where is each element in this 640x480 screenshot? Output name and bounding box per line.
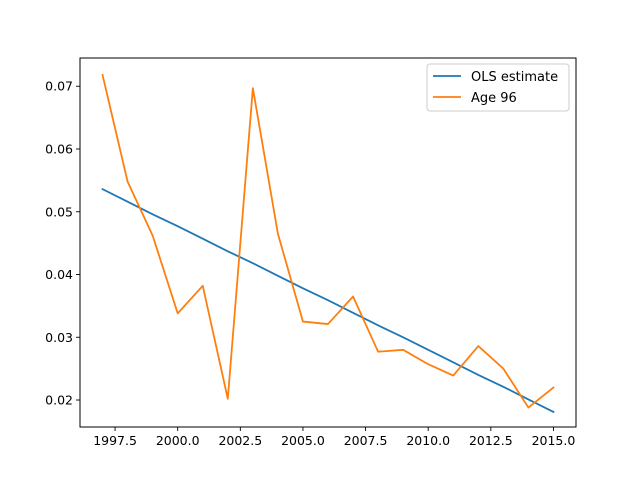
y-tick-label: 0.06	[45, 141, 73, 156]
legend-box	[426, 63, 570, 112]
plot-frame	[79, 57, 577, 428]
x-tick-label: 2002.5	[218, 433, 262, 448]
x-tick-label: 2015.0	[532, 433, 576, 448]
y-tick-label: 0.02	[45, 393, 73, 408]
x-tick-label: 1997.5	[93, 433, 137, 448]
legend-label-age-96: Age 96	[471, 91, 517, 106]
x-axis-ticks: 1997.5 2000.0 2002.5 2005.0 2007.5 2010.0 2012…	[93, 427, 575, 448]
x-tick-label: 2010.0	[406, 433, 450, 448]
y-tick-label: 0.07	[45, 79, 73, 94]
series-line-age-96	[101, 73, 555, 409]
x-tick-label: 2012.5	[469, 433, 513, 448]
legend: OLS estimate Age 96	[426, 63, 570, 112]
x-tick-label: 2000.0	[156, 433, 200, 448]
x-tick-label: 2005.0	[281, 433, 325, 448]
legend-label-ols-estimate: OLS estimate	[471, 70, 558, 85]
y-axis-ticks: 0.02 0.03 0.04 0.05 0.06 0.07	[45, 79, 80, 408]
y-tick-label: 0.05	[45, 204, 73, 219]
y-tick-label: 0.04	[45, 267, 73, 282]
series-line-ols-estimate	[101, 187, 555, 414]
y-tick-label: 0.03	[45, 330, 73, 345]
x-tick-label: 2007.5	[344, 433, 388, 448]
plot-lines	[101, 73, 555, 414]
